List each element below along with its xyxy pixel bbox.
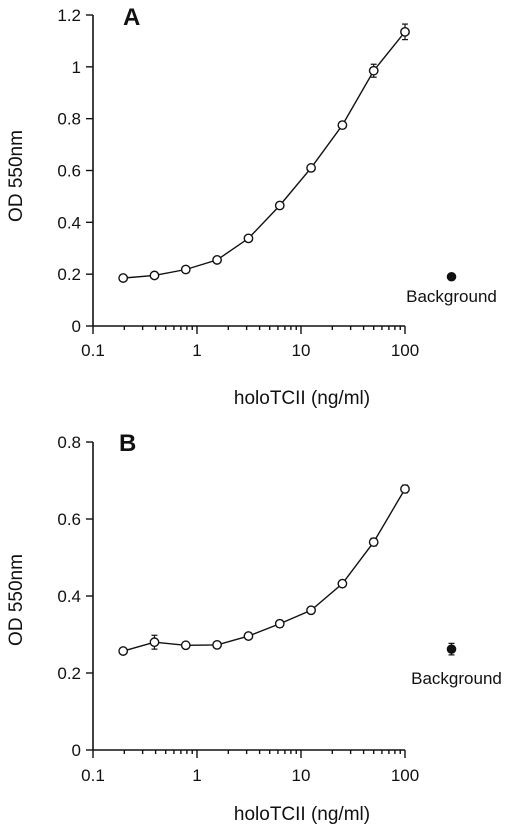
data-point: [212, 255, 222, 265]
data-point: [149, 270, 160, 281]
x-tick-label: 0.1: [81, 766, 105, 785]
panel-a-x-axis-label: holoTCII (ng/ml): [234, 388, 370, 409]
data-point: [400, 26, 410, 37]
data-point: [180, 264, 191, 275]
data-point: [243, 631, 254, 641]
data-point: [243, 233, 254, 244]
x-tick-label: 1: [192, 766, 201, 785]
x-tick-label: 100: [391, 766, 419, 785]
series-line: [122, 488, 406, 652]
data-point: [274, 618, 285, 629]
y-tick-label: 0.6: [57, 510, 81, 529]
y-tick-label: 1: [72, 58, 81, 77]
y-tick-label: 1.2: [57, 6, 81, 25]
y-tick-label: 0: [72, 741, 81, 760]
data-point: [118, 646, 129, 656]
data-point: [337, 578, 348, 589]
y-tick-label: 0.4: [57, 213, 81, 232]
y-tick-label: 0: [72, 317, 81, 336]
x-tick-label: 1: [192, 341, 201, 360]
x-tick-label: 0.1: [81, 341, 105, 360]
y-tick-label: 0.8: [57, 433, 81, 452]
background-point: [446, 271, 457, 282]
data-point: [368, 65, 379, 76]
panel-a: A OD 550nm holoTCII (ng/ml) 0 0.2 0.4 0.6 0.…: [6, 4, 497, 409]
data-point: [306, 163, 316, 173]
y-tick-label: 0.2: [57, 265, 81, 284]
panel-b-x-axis-label: holoTCII (ng/ml): [234, 804, 370, 825]
data-point: [306, 605, 316, 616]
data-point: [212, 639, 222, 650]
y-tick-label: 0.8: [57, 110, 81, 129]
data-point: [400, 484, 410, 494]
x-tick-label: 100: [391, 341, 419, 360]
background-point: [446, 644, 457, 654]
y-tick-label: 0.6: [57, 162, 81, 181]
background-label: Background: [406, 287, 497, 306]
data-point: [149, 637, 160, 648]
y-tick-label: 0.4: [57, 587, 81, 606]
x-tick-label: 10: [292, 341, 311, 360]
data-point: [118, 273, 129, 283]
background-label: Background: [411, 669, 502, 688]
data-point: [180, 640, 191, 651]
panel-b-y-axis-label: OD 550nm: [6, 554, 27, 646]
data-point: [337, 120, 348, 131]
data-point: [274, 200, 285, 211]
y-tick-label: 0.2: [57, 664, 81, 683]
panel-a-y-axis-label: OD 550nm: [6, 130, 27, 222]
panel-b-label: B: [119, 430, 136, 457]
x-tick-label: 10: [292, 766, 311, 785]
panel-b: B OD 550nm holoTCII (ng/ml) 0 0.2 0.4 0.6 0.…: [6, 430, 502, 825]
data-point: [368, 537, 379, 547]
panel-a-label: A: [123, 4, 140, 31]
series-line: [123, 31, 406, 279]
